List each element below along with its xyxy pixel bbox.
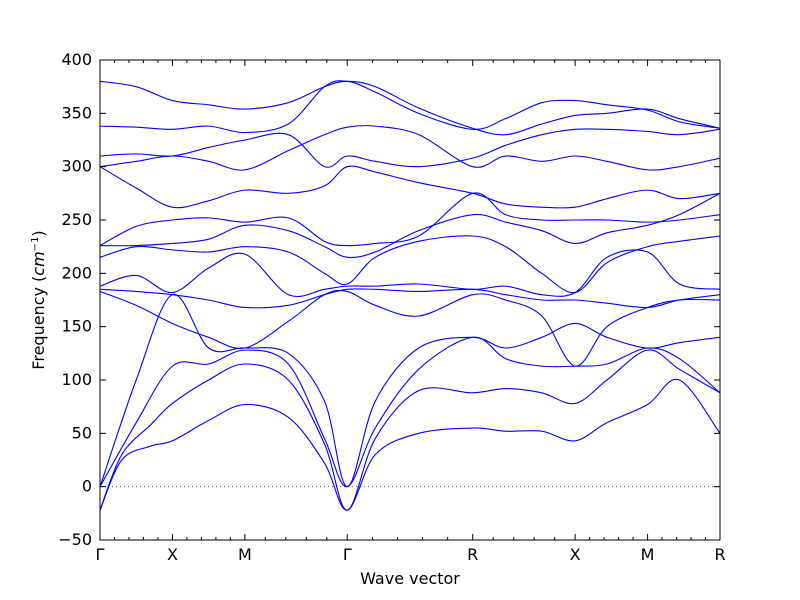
y-tick-label: 250	[61, 210, 92, 229]
phonon-band-5	[100, 289, 720, 367]
phonon-band-1	[100, 378, 720, 511]
phonon-band-14	[100, 80, 720, 134]
y-axis-label-unit: cm	[29, 251, 48, 275]
phonon-bands	[100, 80, 720, 511]
y-axis-label: Frequency (cm−1)	[29, 230, 48, 369]
x-tick-label: M	[238, 545, 252, 564]
phonon-band-7	[100, 249, 720, 298]
phonon-band-11	[100, 165, 720, 209]
y-tick-label: 0	[82, 477, 92, 496]
plot-frame	[99, 59, 721, 541]
x-axis-label: Wave vector	[360, 569, 460, 588]
phonon-band-4	[100, 294, 720, 488]
phonon-band-13	[100, 128, 720, 168]
y-tick-label: 200	[61, 263, 92, 282]
x-tick-label: X	[167, 545, 178, 564]
y-axis-label-suffix: )	[29, 230, 48, 236]
x-tick-label: Γ	[96, 545, 105, 564]
plot-background	[100, 60, 720, 540]
y-tick-label: 100	[61, 370, 92, 389]
phonon-band-10	[100, 192, 720, 247]
phonon-band-6	[100, 288, 720, 309]
y-axis-ticks: −50 0 50 100 150 200 250 300 350 400	[58, 50, 720, 549]
phonon-band-3	[100, 336, 720, 488]
phonon-band-15	[100, 80, 720, 136]
y-tick-label: 400	[61, 50, 92, 69]
y-tick-label: 150	[61, 317, 92, 336]
x-tick-label: M	[641, 545, 655, 564]
phonon-band-12	[100, 124, 720, 171]
phonon-band-2	[100, 349, 720, 511]
phonon-band-8	[100, 235, 720, 294]
x-tick-label: X	[570, 545, 581, 564]
y-tick-label: 350	[61, 103, 92, 122]
y-tick-label: 50	[72, 423, 92, 442]
x-tick-label: R	[467, 545, 478, 564]
y-axis-label-prefix: Frequency (	[29, 276, 48, 370]
x-tick-label: R	[714, 545, 725, 564]
y-axis-label-exponent: −1	[30, 237, 41, 252]
x-tick-label: Γ	[343, 545, 352, 564]
y-tick-label: −50	[58, 530, 92, 549]
y-tick-label: 300	[61, 157, 92, 176]
